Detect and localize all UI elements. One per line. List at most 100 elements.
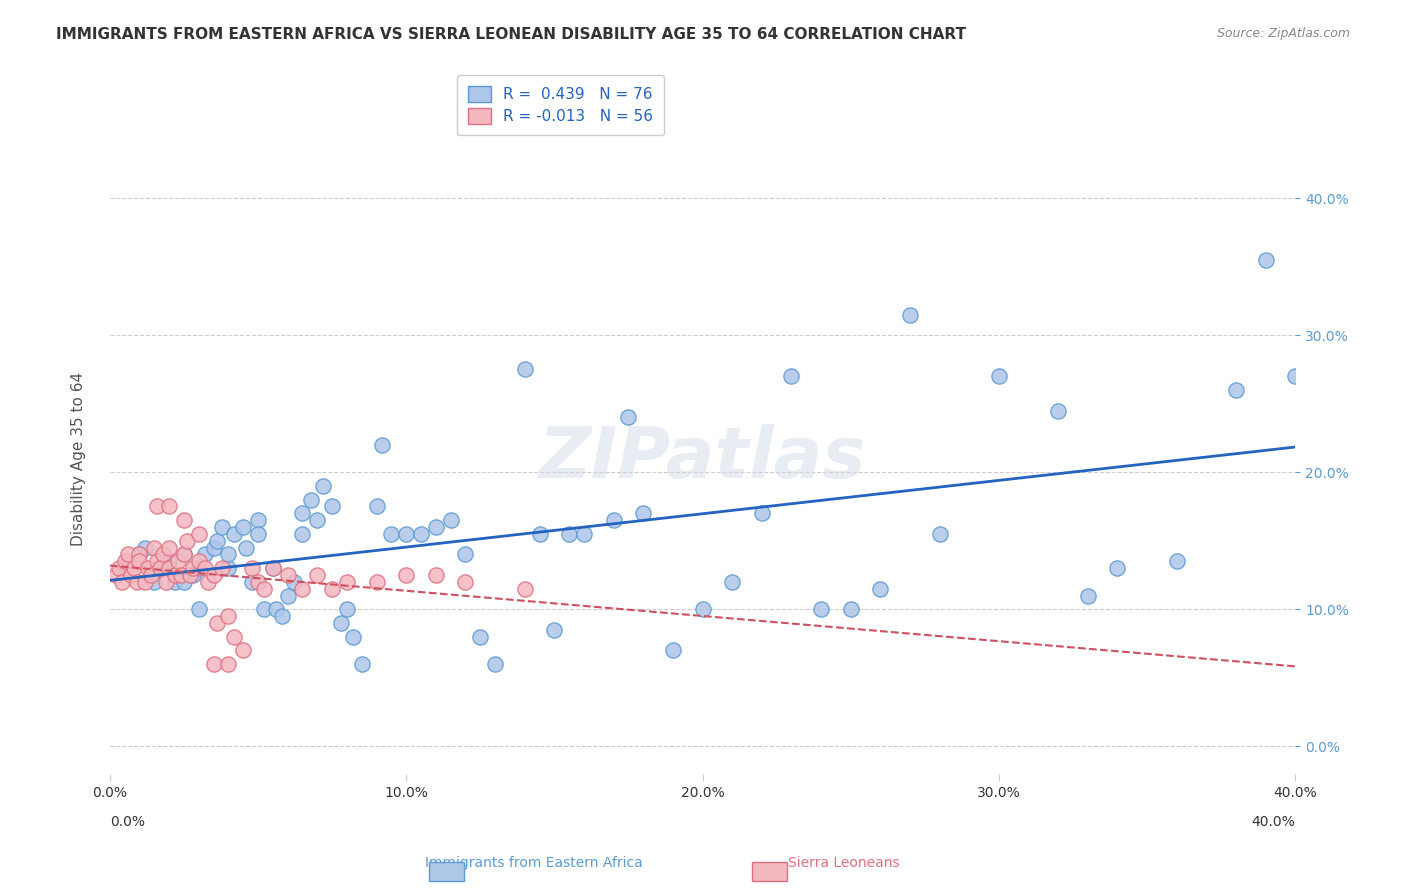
Point: [380, 527, 402, 541]
Point: [217, 657, 239, 672]
Point: [617, 410, 640, 425]
Point: [247, 527, 270, 541]
Point: [205, 615, 228, 630]
Point: [321, 582, 343, 596]
Point: [163, 568, 186, 582]
Point: [224, 527, 246, 541]
Point: [157, 554, 180, 568]
Point: [440, 513, 463, 527]
Y-axis label: Disability Age 35 to 64: Disability Age 35 to 64: [72, 371, 86, 546]
Point: [173, 513, 195, 527]
Point: [114, 561, 136, 575]
Point: [336, 602, 359, 616]
Point: [277, 589, 299, 603]
Point: [409, 527, 432, 541]
Point: [721, 574, 744, 589]
Point: [152, 548, 174, 562]
Point: [395, 568, 418, 582]
Point: [321, 500, 343, 514]
Point: [1166, 554, 1188, 568]
Point: [187, 554, 209, 568]
Point: [167, 554, 190, 568]
Point: [253, 582, 276, 596]
Point: [194, 561, 217, 575]
Point: [125, 574, 148, 589]
Point: [202, 657, 225, 672]
Point: [247, 574, 270, 589]
Point: [312, 479, 335, 493]
Point: [307, 568, 329, 582]
Point: [107, 561, 129, 575]
Point: [155, 574, 177, 589]
Point: [470, 630, 492, 644]
Point: [187, 602, 209, 616]
Point: [173, 574, 195, 589]
Point: [202, 568, 225, 582]
Point: [810, 602, 832, 616]
Point: [543, 623, 565, 637]
Point: [291, 507, 314, 521]
Point: [987, 369, 1010, 384]
Point: [558, 527, 581, 541]
Point: [205, 533, 228, 548]
Point: [232, 520, 254, 534]
Point: [134, 574, 156, 589]
Point: [283, 574, 305, 589]
Point: [454, 548, 477, 562]
Text: 0.0%: 0.0%: [110, 814, 145, 829]
Point: [181, 561, 204, 575]
Point: [350, 657, 373, 672]
Point: [232, 643, 254, 657]
Point: [869, 582, 891, 596]
Point: [128, 548, 150, 562]
Point: [202, 541, 225, 555]
Point: [336, 574, 359, 589]
Point: [633, 507, 655, 521]
Point: [179, 568, 201, 582]
Point: [122, 561, 145, 575]
Point: [751, 507, 773, 521]
Point: [111, 574, 134, 589]
Point: [104, 568, 127, 582]
Point: [454, 574, 477, 589]
Point: [240, 561, 263, 575]
Point: [928, 527, 950, 541]
Point: [170, 568, 193, 582]
Point: [134, 541, 156, 555]
Point: [143, 574, 166, 589]
Point: [152, 561, 174, 575]
Point: [224, 630, 246, 644]
Point: [173, 548, 195, 562]
Point: [138, 561, 160, 575]
Point: [253, 602, 276, 616]
Point: [371, 438, 394, 452]
Point: [484, 657, 506, 672]
Point: [197, 574, 219, 589]
Point: [264, 602, 287, 616]
Text: 40.0%: 40.0%: [1251, 814, 1295, 829]
Point: [141, 568, 163, 582]
Point: [157, 500, 180, 514]
Point: [277, 568, 299, 582]
Point: [602, 513, 624, 527]
Point: [194, 548, 217, 562]
Point: [898, 308, 921, 322]
Point: [247, 513, 270, 527]
Point: [1047, 403, 1070, 417]
Point: [513, 582, 536, 596]
Point: [291, 582, 314, 596]
Point: [146, 554, 169, 568]
Point: [176, 533, 198, 548]
Point: [1284, 369, 1306, 384]
Point: [366, 500, 388, 514]
Point: [211, 520, 233, 534]
Point: [270, 609, 292, 624]
Point: [149, 561, 172, 575]
Point: [114, 554, 136, 568]
Point: [235, 541, 257, 555]
Point: [217, 561, 239, 575]
Point: [262, 561, 284, 575]
Point: [240, 574, 263, 589]
Point: [187, 561, 209, 575]
Point: [217, 609, 239, 624]
